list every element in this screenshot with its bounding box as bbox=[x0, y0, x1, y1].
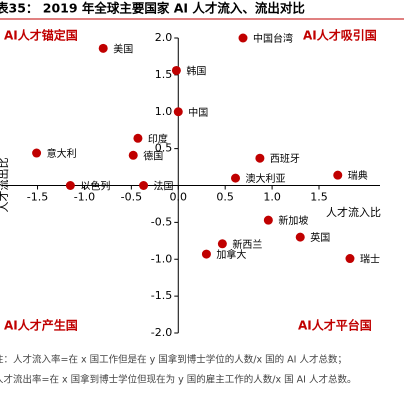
point bbox=[295, 232, 305, 242]
point-label: 以色列 bbox=[80, 180, 110, 193]
point-label: 美国 bbox=[113, 42, 133, 55]
x-tick-label: -1.0 bbox=[74, 191, 95, 204]
x-tick-label: 1.0 bbox=[263, 191, 281, 204]
point-label: 中国台湾 bbox=[253, 32, 293, 45]
x-axis-label: 人才流入比 bbox=[326, 205, 381, 219]
point bbox=[171, 65, 181, 75]
y-tick-label: 1.0 bbox=[155, 105, 173, 118]
point-label: 西班牙 bbox=[270, 153, 300, 165]
point bbox=[32, 148, 42, 158]
point bbox=[333, 170, 343, 180]
point-label: 德国 bbox=[143, 149, 163, 162]
y-tick-label: -2.0 bbox=[151, 326, 172, 339]
quadrant-label: AI人才吸引国 bbox=[303, 28, 377, 43]
note: 人才流出率=在 x 国拿到博士学位但现在为 y 国的雇主工作的人数/x 国 AI… bbox=[0, 374, 356, 386]
point-label: 瑞士 bbox=[360, 253, 380, 266]
point-label: 澳大利亚 bbox=[246, 172, 286, 185]
y-tick-label: -1.5 bbox=[151, 289, 172, 302]
point bbox=[255, 153, 265, 163]
x-tick-label: 0.0 bbox=[170, 191, 188, 204]
y-tick-label: 2.0 bbox=[155, 31, 173, 44]
note: 注：人才流入率=在 x 国工作但是在 y 国拿到博士学位的人数/x 国的 AI … bbox=[0, 354, 347, 366]
quadrant-label: AI人才锚定国 bbox=[4, 28, 78, 43]
chart-title: 表35： 2019 年全球主要国家 AI 人才流入、流出对比 bbox=[0, 1, 305, 16]
y-tick-label: -0.5 bbox=[151, 215, 172, 228]
point-label: 韩国 bbox=[186, 64, 206, 77]
point-label: 加拿大 bbox=[216, 248, 246, 261]
point bbox=[173, 107, 183, 117]
x-tick-label: 0.5 bbox=[216, 191, 234, 204]
point bbox=[231, 173, 241, 183]
x-tick-label: 1.5 bbox=[310, 191, 328, 204]
point-label: 意大利 bbox=[47, 147, 77, 160]
point-label: 印度 bbox=[148, 132, 168, 145]
quadrant-label: AI人才平台国 bbox=[298, 318, 372, 333]
point-label: 法国 bbox=[154, 180, 174, 193]
point-label: 瑞典 bbox=[348, 169, 368, 182]
y-tick-label: 0.5 bbox=[155, 142, 173, 155]
point-label: 新加坡 bbox=[278, 214, 308, 227]
x-tick-label: -0.5 bbox=[121, 191, 142, 204]
point bbox=[65, 181, 75, 190]
point-label: 中国 bbox=[188, 106, 208, 119]
x-tick-label: -1.5 bbox=[27, 191, 48, 204]
point bbox=[345, 254, 355, 264]
y-tick-label: 1.5 bbox=[155, 68, 173, 81]
point bbox=[98, 43, 108, 53]
point bbox=[128, 150, 138, 160]
point bbox=[217, 239, 227, 249]
point bbox=[263, 215, 273, 225]
point-label: 英国 bbox=[310, 231, 330, 244]
point bbox=[139, 181, 149, 190]
point bbox=[201, 249, 211, 259]
point bbox=[133, 133, 143, 143]
y-tick-label: -1.0 bbox=[151, 252, 172, 265]
point-label: 新西兰 bbox=[232, 238, 262, 251]
quadrant-label: AI人才产生国 bbox=[4, 318, 78, 333]
point bbox=[238, 33, 248, 43]
